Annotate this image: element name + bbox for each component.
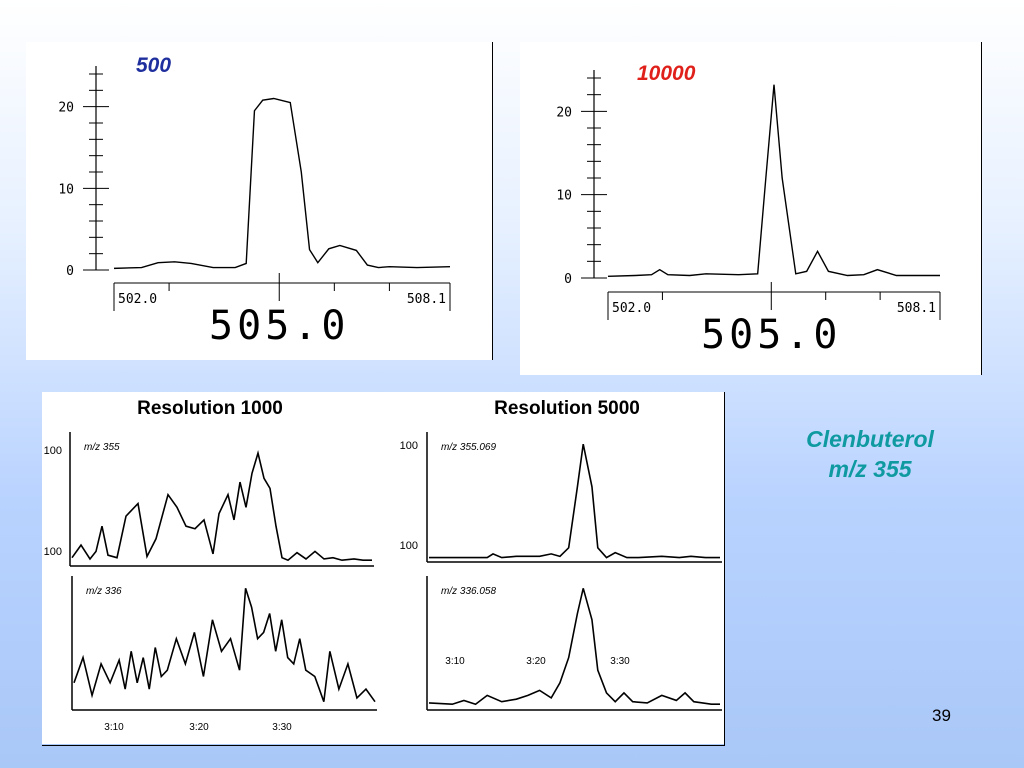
x-center-label: 505.0 bbox=[209, 303, 349, 349]
y-tick-label: 0 bbox=[564, 272, 572, 287]
y-tick-label: 100 bbox=[400, 440, 418, 452]
time-tick-label: 3:30 bbox=[610, 656, 630, 667]
panel-divider-line bbox=[981, 42, 982, 375]
y-tick-label: 10 bbox=[556, 189, 572, 204]
chart-title: Resolution 5000 bbox=[494, 398, 640, 419]
spectrum-line bbox=[113, 97, 451, 270]
x-tick-label: 502.0 bbox=[612, 301, 651, 316]
y-tick-label: 20 bbox=[58, 101, 74, 116]
y-tick-label: 100 bbox=[44, 546, 62, 558]
x-tick-label: 502.0 bbox=[118, 292, 157, 307]
chromatogram-panel: Resolution 1000 Resolution 5000 m/z 355 m/z… bbox=[42, 392, 724, 744]
compound-name: Clenbuterol bbox=[806, 426, 934, 452]
time-tick-label: 3:10 bbox=[104, 722, 124, 733]
chromatogram-charts: Resolution 1000 Resolution 5000 m/z 355 m/z… bbox=[44, 398, 722, 733]
panel-divider-line bbox=[492, 42, 493, 360]
time-tick-label: 3:30 bbox=[272, 722, 292, 733]
spectrum-panel-500: 500 0 10 20 502.0 508.1 505.0 bbox=[26, 42, 492, 360]
trace-label: m/z 336 bbox=[86, 586, 122, 597]
compound-mz: m/z 355 bbox=[828, 456, 912, 482]
y-tick-label: 0 bbox=[66, 264, 74, 279]
chromatogram-line bbox=[71, 450, 372, 562]
y-tick-label: 100 bbox=[44, 445, 62, 457]
y-tick-label: 100 bbox=[400, 540, 418, 552]
panel-divider-line bbox=[724, 392, 725, 746]
y-tick-label: 20 bbox=[556, 105, 572, 120]
resolution-10000-label: 10000 bbox=[637, 62, 696, 85]
panel-divider-line bbox=[42, 745, 725, 746]
y-tick-label: 10 bbox=[58, 182, 74, 197]
trace-label: m/z 336.058 bbox=[441, 586, 496, 597]
trace-label: m/z 355.069 bbox=[441, 442, 496, 453]
spectrum-line bbox=[607, 84, 940, 278]
x-center-label: 505.0 bbox=[701, 312, 841, 358]
time-tick-label: 3:20 bbox=[189, 722, 209, 733]
x-tick-label: 508.1 bbox=[407, 292, 446, 307]
trace-label: m/z 355 bbox=[84, 442, 120, 453]
x-tick-label: 508.1 bbox=[897, 301, 936, 316]
spectrum-chart-10000: 0 10 20 502.0 508.1 505.0 bbox=[556, 70, 941, 358]
time-tick-label: 3:20 bbox=[526, 656, 546, 667]
chromatogram-line bbox=[429, 443, 720, 559]
chromatogram-line bbox=[73, 588, 376, 703]
spectrum-chart-500: 0 10 20 502.0 508.1 505.0 bbox=[58, 66, 451, 349]
time-tick-label: 3:10 bbox=[445, 656, 465, 667]
chart-title: Resolution 1000 bbox=[137, 398, 283, 419]
spectrum-panel-10000: 10000 0 10 20 502.0 508.1 505.0 bbox=[520, 42, 982, 375]
resolution-500-label: 500 bbox=[136, 54, 172, 77]
compound-title: Clenbuterol m/z 355 bbox=[772, 424, 968, 484]
page-number: 39 bbox=[932, 706, 951, 725]
chromatogram-line bbox=[428, 588, 720, 706]
